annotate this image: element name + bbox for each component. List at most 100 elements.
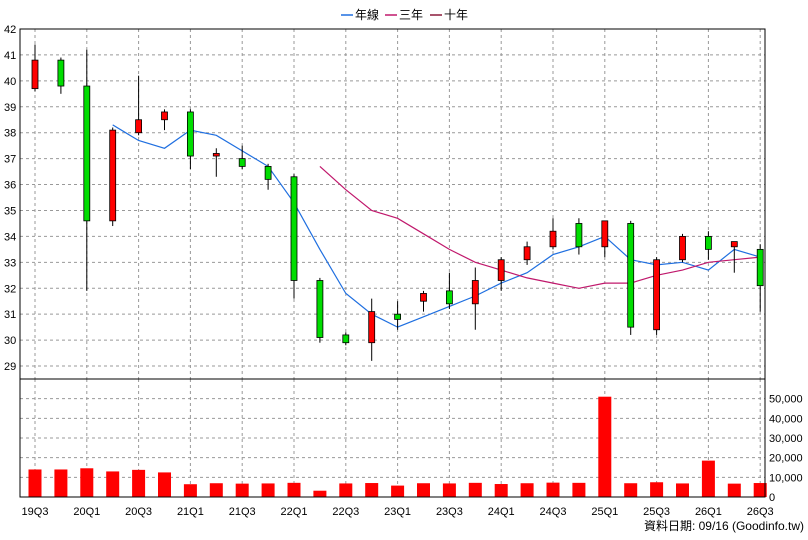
price-tick-label: 42 (4, 24, 16, 36)
candle (161, 109, 168, 131)
volume-bar (494, 484, 508, 497)
volume-bar (391, 485, 405, 497)
price-tick-label: 32 (4, 283, 16, 295)
candle (290, 174, 298, 299)
candle-body (290, 176, 298, 281)
volume-bar (54, 469, 68, 497)
candle (497, 257, 505, 291)
candle (368, 298, 376, 361)
candle (238, 145, 246, 169)
price-tick-label: 41 (4, 50, 16, 62)
volume-bar (546, 482, 560, 497)
volume-bar (261, 483, 275, 497)
candle (186, 109, 194, 169)
candle-body (627, 223, 635, 328)
volume-tick-label: 20,000 (769, 453, 803, 465)
candle-body (497, 259, 505, 281)
candle-body (264, 166, 272, 180)
candle (83, 49, 91, 291)
candle-body (342, 334, 350, 344)
candle (135, 75, 143, 136)
candle (730, 241, 738, 273)
price-tick-label: 37 (4, 154, 16, 166)
volume-tick-label: 50,000 (769, 394, 803, 406)
candle (445, 272, 453, 309)
price-tick-label: 40 (4, 76, 16, 88)
volume-bar (80, 468, 94, 497)
candle-body (653, 259, 660, 331)
chart-legend: 年線 三年 十年 (341, 7, 468, 22)
volume-bar (365, 483, 379, 497)
volume-bar (339, 483, 353, 497)
volume-bar (209, 483, 223, 497)
candle-body (109, 129, 117, 222)
candle-body (575, 223, 583, 248)
x-tick-label: 20Q1 (73, 506, 100, 518)
candle (705, 231, 712, 260)
candle-body (161, 111, 168, 121)
candle (394, 301, 402, 330)
price-tick-label: 38 (4, 128, 16, 140)
x-tick-label: 20Q3 (125, 506, 152, 518)
volume-bar (520, 483, 534, 497)
x-tick-label: 21Q1 (177, 506, 204, 518)
volume-bar (676, 483, 689, 497)
volume-bar (183, 484, 197, 497)
legend-label-ten-year: 十年 (444, 8, 468, 22)
candlesticks (31, 44, 764, 361)
candle (109, 127, 117, 227)
candle (575, 218, 583, 255)
x-tick-label: 25Q3 (643, 506, 670, 518)
candle (471, 267, 479, 330)
legend-label-annual: 年線 (355, 7, 379, 22)
price-tick-label: 31 (4, 309, 16, 321)
candle-body (57, 59, 65, 87)
candle-body (394, 313, 402, 320)
candle (264, 163, 272, 190)
price-panel: 42 41 40 39 38 37 36 35 34 33 32 31 30 29 (4, 24, 766, 380)
price-tick-label: 36 (4, 180, 16, 192)
candle-body (212, 153, 220, 157)
price-tick-label: 34 (4, 231, 16, 243)
candle-body (549, 230, 557, 248)
volume-tick-label: 0 (769, 492, 775, 504)
price-tick-label: 35 (4, 205, 16, 217)
price-grid (20, 28, 765, 379)
candle (653, 257, 660, 335)
volume-bar (132, 469, 146, 497)
candle (756, 244, 764, 312)
candle-body (679, 236, 686, 261)
x-axis-labels: 19Q3 20Q1 20Q3 21Q1 21Q3 22Q1 22Q3 23Q1 23Q3 24Q1… (22, 506, 774, 518)
price-tick-label: 39 (4, 102, 16, 114)
candle-body (316, 280, 324, 338)
x-tick-label: 26Q1 (695, 506, 722, 518)
price-y-axis-ticks: 42 41 40 39 38 37 36 35 34 33 32 31 30 29 (4, 24, 16, 373)
candle-body (601, 220, 609, 248)
x-tick-label: 24Q3 (540, 506, 567, 518)
x-tick-label: 24Q1 (488, 506, 515, 518)
candle (627, 220, 635, 335)
x-tick-label: 23Q3 (436, 506, 463, 518)
candle (420, 290, 427, 312)
volume-bar (753, 483, 767, 497)
candle (212, 148, 220, 177)
candle-body (368, 311, 376, 344)
volume-panel: 50,000 40,000 30,000 20,000 10,000 0 (19, 378, 803, 504)
candle-body (756, 248, 764, 287)
volume-bar (417, 483, 430, 497)
volume-bar (287, 482, 301, 497)
volume-bar (701, 460, 715, 497)
volume-bar (468, 482, 482, 497)
ma-line-年線 (112, 124, 761, 328)
candle (679, 233, 686, 263)
volume-bar (313, 490, 327, 497)
candle (523, 241, 531, 265)
candle (601, 220, 609, 258)
candle (316, 277, 324, 343)
price-tick-label: 30 (4, 335, 16, 347)
price-tick-label: 29 (4, 361, 16, 373)
volume-bar (106, 471, 120, 497)
candle-body (523, 246, 531, 261)
candle-body (83, 85, 91, 222)
